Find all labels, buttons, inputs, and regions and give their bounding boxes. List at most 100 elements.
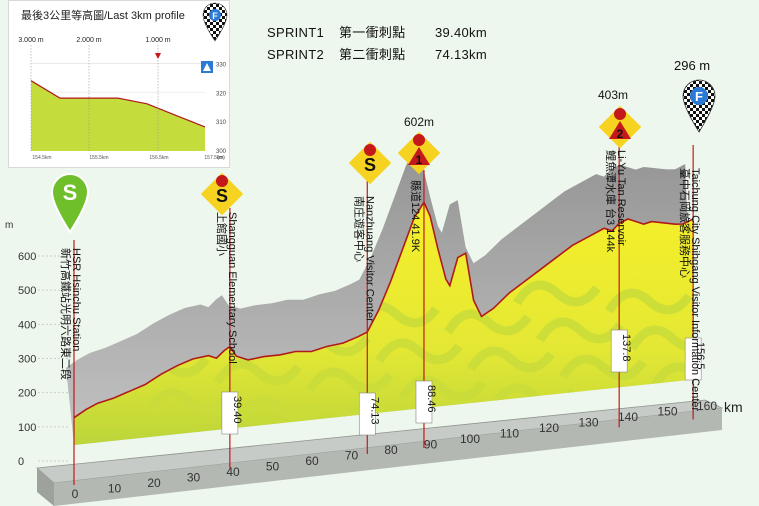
kom-2-marker-icon: 2	[598, 105, 642, 149]
x-tick-label: 130	[578, 416, 598, 430]
checkpoint-name: 南庄遊客中心	[352, 196, 366, 262]
x-tick-label: 110	[500, 427, 519, 441]
sprint-1-name: 第一衝刺點	[339, 25, 406, 40]
inset-chart: 330 320 310 300 3.000 m 2.000 m 1.000 m 154.5km…	[18, 2, 228, 161]
x-tick-label: 30	[187, 471, 201, 485]
kom1-altitude: 602m	[404, 115, 435, 129]
km-box	[415, 380, 433, 424]
decor-swirl	[513, 280, 601, 307]
x-tick-label: 60	[305, 454, 319, 468]
start-s-pin-icon: S	[50, 173, 90, 234]
checkpoints: 新竹高鐵站光明六路東二段 HSR Hsinchu Station 39.40 上館國小…	[59, 145, 706, 485]
x-tick-label: 160	[697, 399, 717, 413]
decor-swirl	[559, 354, 647, 381]
km-box	[684, 337, 702, 381]
x-tick-labels: 0 10 20 30 40 50 60 70 80 90 100 110 120 130 140 150 160	[72, 399, 718, 501]
decor-swirl	[76, 277, 164, 304]
svg-text:F: F	[212, 11, 218, 21]
y-tick-label: 100	[18, 422, 36, 434]
decor-swirl	[145, 388, 233, 415]
last-3km-inset: 最後3公里等高圖/Last 3km profile 330 320 310 300 3.…	[8, 0, 230, 168]
inset-km-label: 156.5km	[149, 155, 168, 161]
checkpoint-name: 新竹高鐵站光明六路東二段	[59, 248, 73, 380]
finish-altitude: 296 m	[674, 58, 711, 73]
inset-alt-tick: 320	[216, 91, 227, 97]
y-tick-label: 300	[18, 354, 36, 366]
km-box	[358, 392, 376, 436]
checkpoint-name: 鯉魚潭水庫 台3 144k	[604, 150, 618, 253]
decor-swirl	[628, 325, 694, 352]
x-tick-label: 100	[460, 432, 480, 446]
checkpoint-name: 上館國小	[215, 212, 229, 256]
y-tick-label: 500	[18, 285, 36, 297]
decor-swirl	[444, 309, 532, 336]
km-box-label: 39.40	[231, 396, 243, 424]
inset-alt-tick: 300	[216, 149, 227, 155]
decor-swirl	[651, 362, 694, 389]
x-tick-label: 50	[266, 460, 280, 474]
checkpoint-name: 臺中石岡旅客服務中心	[678, 168, 692, 278]
x-axis-unit: km	[724, 399, 743, 415]
svg-text:S: S	[63, 180, 78, 205]
inset-km-label: 155.5km	[89, 155, 108, 161]
inset-distance-label: 2.000 m	[76, 37, 101, 44]
inset-alt-tick: 310	[216, 120, 227, 126]
checkpoint-name-en: Nanzhuang Visitor Center	[363, 196, 375, 322]
checkpoint-name-en: HSR Hsinchu Station	[70, 248, 82, 351]
km-box	[610, 329, 628, 373]
sprint-2-km: 74.13km	[435, 47, 487, 62]
y-axis-unit: m	[5, 220, 14, 231]
x-axis-base	[36, 399, 724, 506]
sprint-2-legend: SPRINT2 第二衝刺點 74.13km	[267, 44, 487, 63]
finish-f-checkered-icon: F	[682, 79, 716, 133]
mountain-icon	[201, 61, 213, 73]
inset-alt-tick: 330	[216, 62, 227, 68]
decor-swirl	[375, 338, 463, 365]
sprint-2-name: 第二衝刺點	[339, 47, 406, 62]
inset-finish-icon: F	[202, 2, 228, 42]
checkpoint-name: 縣道124 41.9K	[409, 180, 423, 253]
x-tick-label: 10	[108, 482, 122, 496]
inset-profile-line	[30, 80, 206, 128]
decor-swirl	[536, 317, 624, 344]
decor-swirl	[467, 346, 555, 373]
decor-swirl	[214, 359, 302, 386]
profile-area	[74, 202, 694, 445]
checkpoint-name-en: Li-Yu Tan Reservoir	[615, 150, 627, 246]
x-tick-label: 80	[384, 443, 398, 457]
y-tick-label: 600	[18, 251, 36, 263]
inset-km-label: 157.5km	[204, 155, 223, 161]
kom2-altitude: 403m	[598, 88, 629, 102]
inset-distance-label: 1.000 m	[145, 37, 170, 44]
y-tick-label: 400	[18, 319, 36, 331]
inset-title: 最後3公里等高圖/Last 3km profile	[21, 10, 185, 22]
x-tick-label: 120	[539, 421, 559, 435]
x-tick-label: 0	[72, 487, 79, 501]
y-tick-label: 0	[18, 456, 24, 468]
x-tick-label: 150	[657, 405, 677, 419]
x-tick-label: 90	[424, 438, 438, 452]
decor-swirl	[237, 396, 325, 423]
svg-text:2: 2	[617, 127, 624, 141]
km-box-label: 74.13	[368, 397, 380, 425]
x-tick-label: 20	[147, 476, 161, 490]
x-tick-label: 70	[345, 449, 359, 463]
checkpoint-name-en: Shangguan Elementary School	[226, 212, 238, 364]
sprint-1-legend: SPRINT1 第一衝刺點 39.40km	[267, 22, 487, 41]
inset-profile-area	[31, 80, 205, 151]
checkpoint-name-en: Taichung City Shihgang Visitor Informati…	[689, 168, 701, 411]
y-tick-label: 200	[18, 388, 36, 400]
svg-text:S: S	[364, 155, 376, 175]
x-tick-label: 40	[226, 465, 240, 479]
sprint-2-label: SPRINT2	[267, 47, 325, 62]
inset-1km-triangle-icon	[155, 53, 161, 59]
decor-swirl	[605, 288, 693, 315]
km-box	[221, 391, 239, 435]
decor-swirl	[306, 367, 394, 394]
km-box-label: 88.46	[425, 385, 437, 413]
km-box-label: 137.8	[620, 334, 632, 362]
sprint-s-marker-icon: S	[348, 141, 392, 185]
decor-swirl	[398, 375, 486, 402]
svg-text:F: F	[695, 89, 703, 104]
